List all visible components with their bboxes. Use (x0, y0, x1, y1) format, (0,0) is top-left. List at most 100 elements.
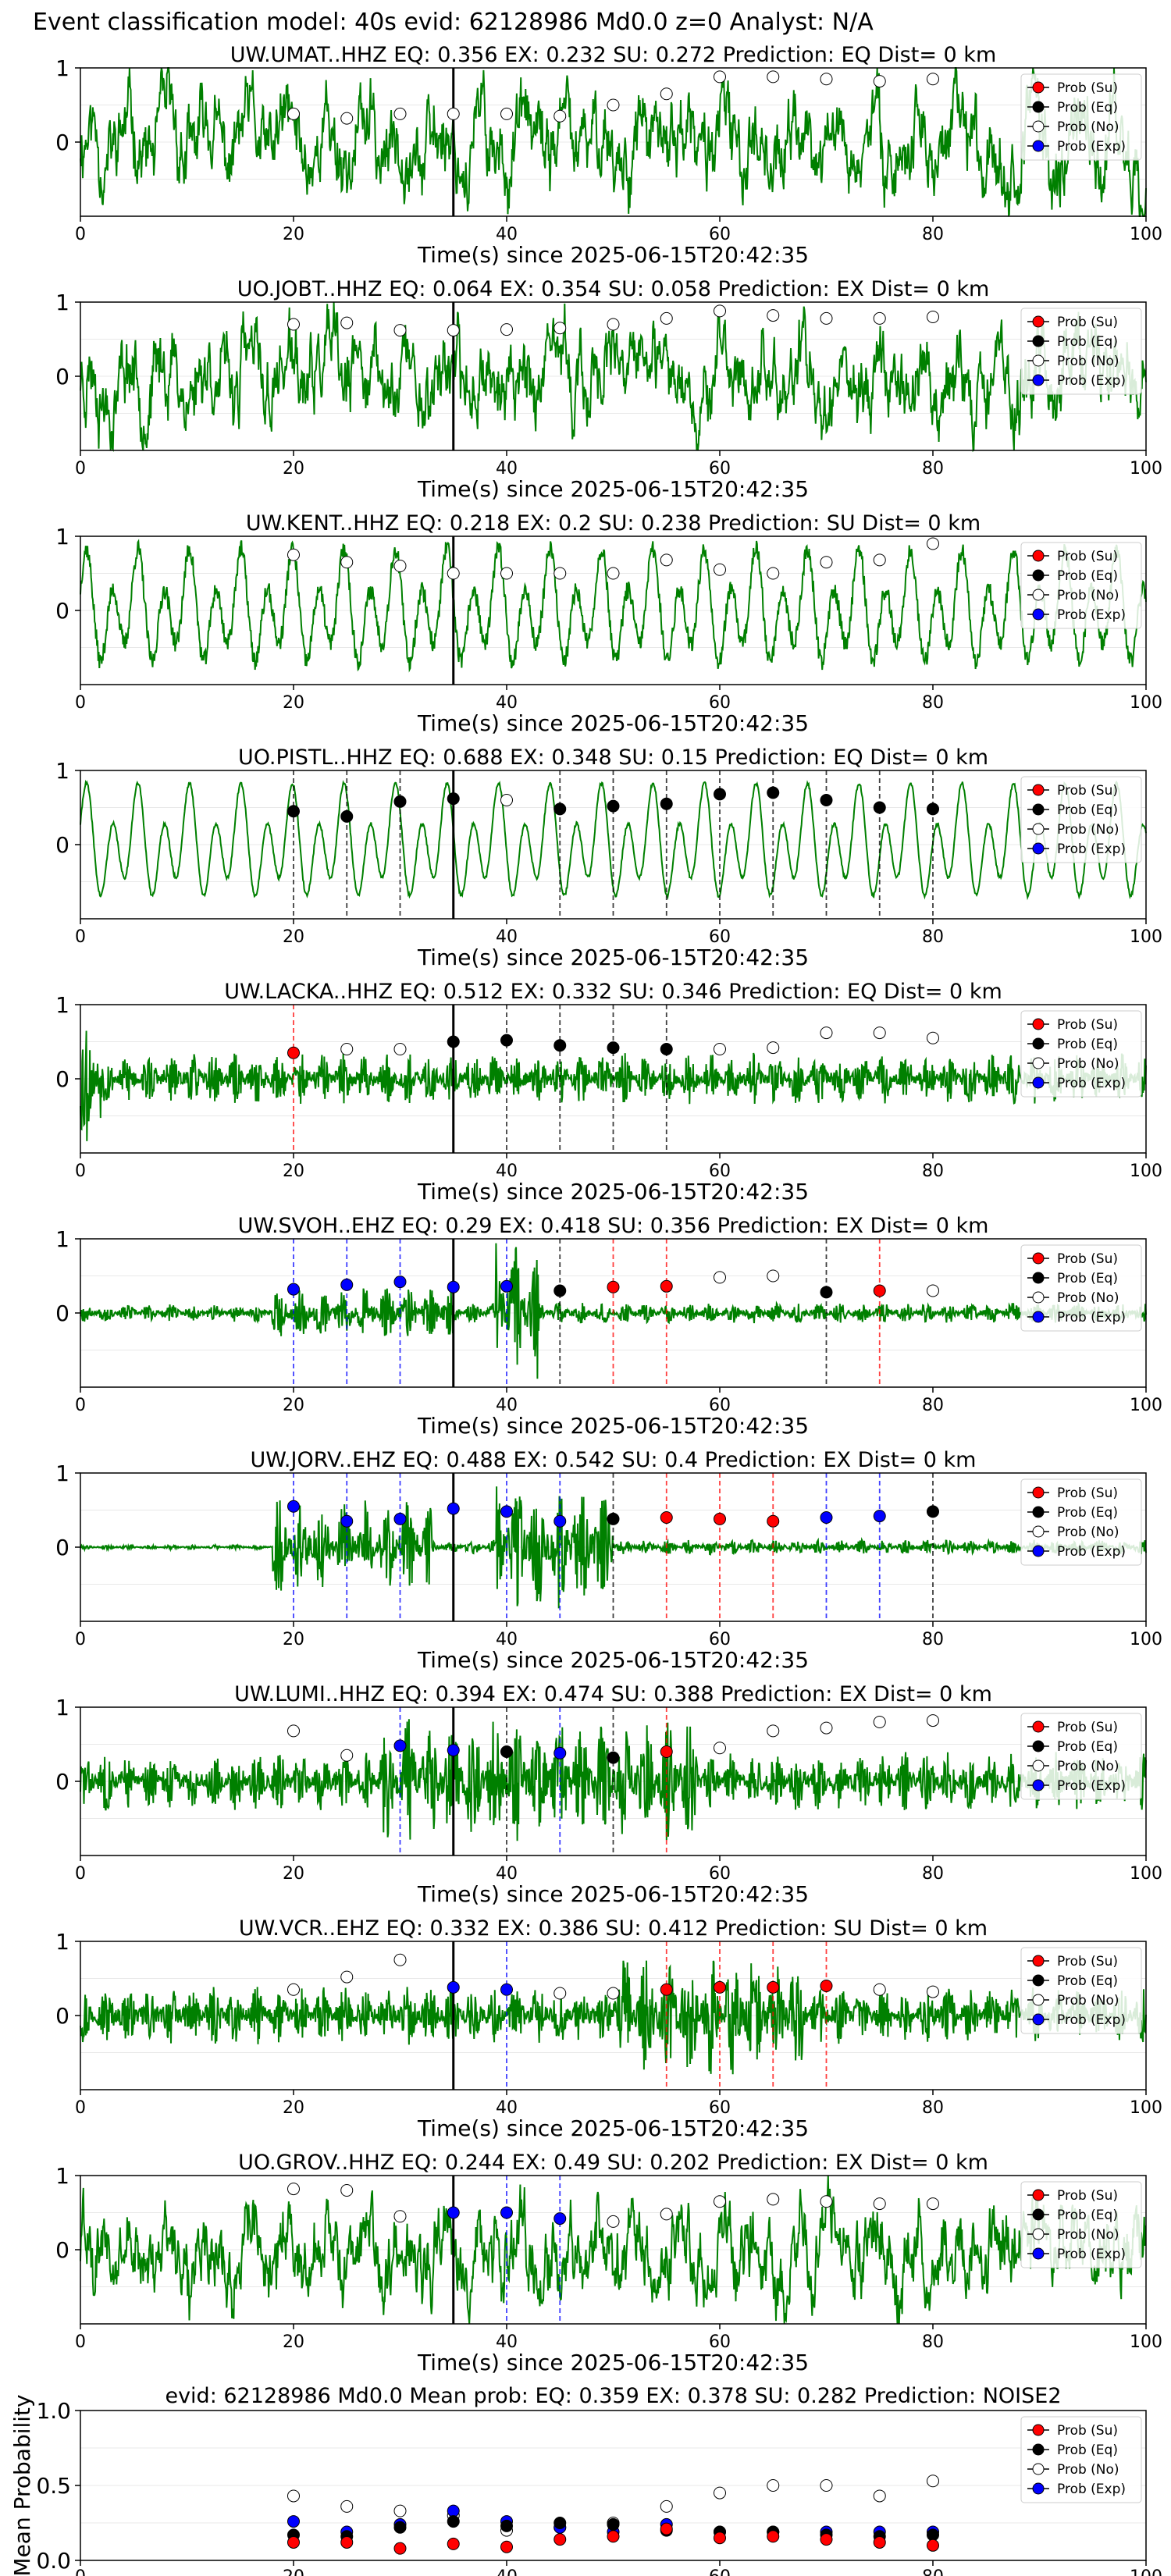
prob-point (714, 2195, 726, 2208)
prob-point (447, 1502, 460, 1515)
prob-point (500, 107, 513, 120)
seismogram-trace (80, 1030, 1147, 1141)
prob-point (660, 311, 673, 325)
prob-point (767, 1724, 780, 1738)
x-tick-label: 0 (75, 1162, 86, 1181)
x-tick-label: 100 (1130, 2332, 1162, 2352)
x-axis-label: Time(s) since 2025-06-15T20:42:35 (417, 710, 809, 736)
legend-label: Prob (Eq) (1057, 1739, 1118, 1755)
prob-point (820, 311, 833, 325)
prob-point (500, 2206, 513, 2219)
legend-marker (1032, 120, 1045, 133)
prob-point (607, 1280, 620, 1293)
mean-prob-point (767, 2479, 780, 2492)
prob-point (873, 311, 886, 325)
x-tick-label: 20 (283, 225, 304, 244)
y-tick-label: 0.0 (36, 2548, 71, 2574)
prob-point (553, 802, 567, 816)
x-tick-label: 60 (709, 459, 731, 479)
y-tick-label: 0 (55, 1769, 69, 1795)
prob-point (767, 1269, 780, 1283)
prob-point (340, 112, 354, 125)
legend-label: Prob (Exp) (1057, 1076, 1126, 1091)
legend-label: Prob (Eq) (1057, 100, 1118, 116)
x-axis-label: Time(s) since 2025-06-15T20:42:35 (417, 1647, 809, 1673)
x-tick-label: 100 (1130, 1396, 1162, 1415)
trace-panel-9: UO.GROV..HHZ EQ: 0.244 EX: 0.49 SU: 0.20… (55, 2151, 1162, 2375)
legend-label: Prob (Eq) (1057, 1505, 1118, 1521)
legend-marker (1032, 1545, 1045, 1557)
legend-marker (1032, 140, 1045, 152)
prob-point (767, 309, 780, 322)
x-tick-label: 80 (922, 693, 944, 713)
x-tick-label: 100 (1130, 2098, 1162, 2118)
prob-point (873, 75, 886, 88)
prob-point (340, 809, 354, 823)
prob-point (714, 1271, 726, 1284)
prob-point (393, 1739, 407, 1752)
x-tick-label: 0 (75, 2567, 86, 2576)
legend-box (1020, 73, 1142, 161)
prob-point (340, 1749, 354, 1762)
legend: Prob (Su) Prob (Eq) Prob (No) Prob (Exp) (1020, 308, 1142, 395)
mean-prob-point (820, 2479, 833, 2492)
x-tick-label: 20 (283, 1864, 304, 1884)
legend-marker (1032, 569, 1045, 582)
legend-label: Prob (No) (1057, 1290, 1119, 1306)
trace-panel-3: UO.PISTL..HHZ EQ: 0.688 EX: 0.348 SU: 0.… (55, 745, 1162, 970)
panel-title: UW.SVOH..EHZ EQ: 0.29 EX: 0.418 SU: 0.35… (238, 1214, 989, 1238)
mean-prob-point (714, 2486, 726, 2500)
x-tick-label: 0 (75, 1396, 86, 1415)
prob-point (714, 1980, 726, 1994)
prob-point (767, 786, 780, 799)
prob-point (393, 1043, 407, 1055)
mean-prob-point (927, 2475, 939, 2488)
prob-point (820, 1026, 833, 1040)
prob-point (820, 1980, 833, 1992)
legend-label: Prob (Su) (1057, 1251, 1118, 1267)
x-tick-label: 40 (496, 2567, 518, 2576)
x-tick-label: 40 (496, 2098, 518, 2118)
x-axis-label: Time(s) since 2025-06-15T20:42:35 (417, 476, 809, 502)
legend-box (1020, 308, 1142, 395)
legend-box (1020, 1713, 1142, 1800)
x-tick-label: 80 (922, 927, 944, 947)
panel-title: UW.VCR..EHZ EQ: 0.332 EX: 0.386 SU: 0.41… (239, 1916, 988, 1941)
panel-title: UO.PISTL..HHZ EQ: 0.688 EX: 0.348 SU: 0.… (238, 745, 988, 770)
legend-marker (1032, 81, 1045, 94)
x-tick-label: 100 (1130, 225, 1162, 244)
x-tick-label: 60 (709, 2567, 731, 2576)
legend-marker (1032, 1018, 1045, 1030)
prob-point (393, 795, 407, 808)
x-tick-label: 20 (283, 459, 304, 479)
prob-point (660, 1511, 673, 1524)
prob-point (927, 1031, 939, 1044)
legend-box (1020, 1010, 1142, 1098)
x-tick-label: 80 (922, 2098, 944, 2118)
legend-box (1020, 542, 1142, 629)
legend-label: Prob (Su) (1057, 1954, 1118, 1969)
prob-point (447, 567, 460, 580)
panel-title: evid: 62128986 Md0.0 Mean prob: EQ: 0.35… (165, 2384, 1061, 2408)
panel-title: UW.JORV..EHZ EQ: 0.488 EX: 0.542 SU: 0.4… (251, 1448, 977, 1472)
legend-label: Prob (Su) (1057, 315, 1118, 330)
prob-point (340, 2184, 354, 2197)
prob-point (927, 537, 939, 550)
prob-point (714, 304, 726, 318)
prob-point (500, 1745, 513, 1758)
prob-point (447, 107, 460, 120)
prob-point (714, 1512, 726, 1525)
legend-label: Prob (Exp) (1057, 139, 1126, 155)
prob-point (927, 1714, 939, 1727)
legend-label: Prob (Su) (1057, 1720, 1118, 1735)
prob-point (927, 2197, 939, 2211)
x-tick-label: 40 (496, 1864, 518, 1884)
legend-marker (1032, 803, 1045, 816)
mean-prob-point (447, 2504, 460, 2517)
trace-panel-5: UW.SVOH..EHZ EQ: 0.29 EX: 0.418 SU: 0.35… (55, 1214, 1162, 1439)
x-tick-label: 0 (75, 1864, 86, 1884)
legend: Prob (Su) Prob (Eq) Prob (No) Prob (Exp) (1020, 776, 1142, 863)
prob-point (393, 1276, 407, 1289)
y-axis-label: Mean Probability (9, 2394, 35, 2576)
x-tick-label: 0 (75, 1630, 86, 1649)
